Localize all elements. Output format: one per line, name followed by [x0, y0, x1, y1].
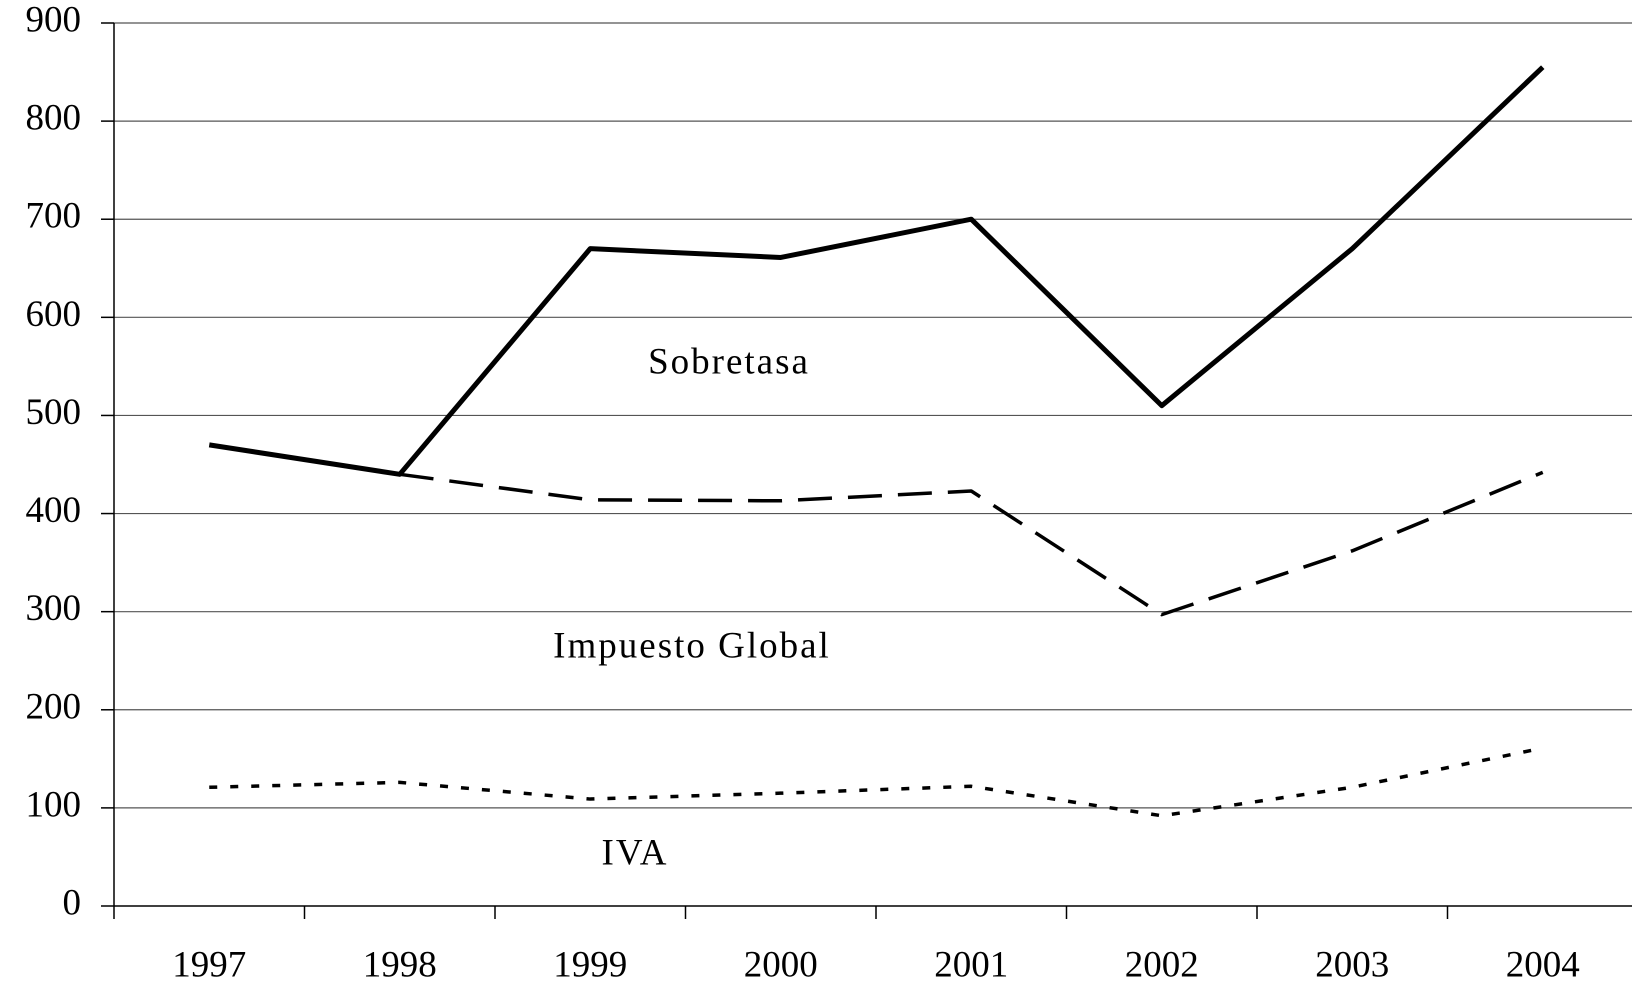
y-tick-label: 900: [26, 0, 82, 40]
y-tick-label: 800: [26, 98, 82, 139]
series-label: Sobretasa: [648, 341, 810, 382]
x-tick-label: 2004: [1506, 944, 1580, 985]
y-tick-label: 200: [26, 686, 82, 727]
y-tick-label: 300: [26, 588, 82, 629]
x-tick-label: 1998: [363, 944, 437, 985]
series-line: [208, 65, 1545, 477]
x-tick-label: 1999: [553, 944, 627, 985]
x-tick-label: 2003: [1315, 944, 1389, 985]
series-label: Impuesto Global: [553, 625, 831, 666]
series-label: IVA: [602, 832, 669, 873]
y-tick-label: 100: [26, 784, 82, 825]
y-tick-label: 600: [26, 294, 82, 335]
y-tick-label: 400: [26, 490, 82, 531]
y-tick-label: 500: [26, 392, 82, 433]
y-tick-label: 700: [26, 196, 82, 237]
series-line: [209, 746, 1544, 818]
x-tick-label: 2000: [744, 944, 818, 985]
x-tick-label: 1997: [172, 944, 246, 985]
x-tick-label: 2002: [1125, 944, 1199, 985]
y-tick-label: 0: [63, 882, 82, 923]
series-line: [399, 470, 1544, 617]
x-tick-label: 2001: [934, 944, 1008, 985]
